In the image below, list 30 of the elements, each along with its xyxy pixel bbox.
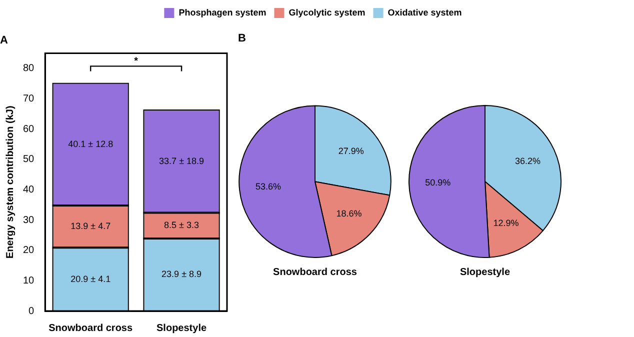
- legend-label: Phosphagen system: [178, 7, 266, 18]
- data-label: 12.9%: [493, 218, 519, 228]
- y-tick-label: 20: [23, 245, 35, 256]
- y-tick-label: 10: [23, 275, 35, 286]
- data-label: 20.9 ± 4.1: [70, 274, 111, 284]
- chart-title: B: [238, 32, 246, 45]
- y-tick-label: 50: [23, 154, 35, 166]
- text: Snowboard cross: [273, 266, 358, 278]
- data-label: 27.9%: [338, 146, 364, 156]
- data-label: 50.9%: [425, 177, 451, 188]
- data-label: 36.2%: [514, 156, 541, 166]
- data-label: 18.6%: [336, 208, 362, 219]
- y-tick-label: 40: [23, 184, 35, 196]
- data-label: 33.7 ± 18.9: [159, 156, 204, 166]
- data-label: 23.9 ± 8.9: [162, 269, 202, 280]
- y-tick-label: 80: [23, 63, 35, 74]
- data-label: 8.5 ± 3.3: [164, 220, 200, 230]
- data-label: 13.9 ± 4.7: [70, 221, 111, 232]
- y-tick-label: 0: [28, 306, 35, 317]
- text: Slopestyle: [460, 266, 510, 278]
- data-label: 40.1 ± 12.8: [68, 139, 114, 150]
- y-tick-label: 70: [23, 93, 35, 104]
- legend-label: Oxidative system: [388, 7, 462, 18]
- y-tick-label: 30: [23, 214, 35, 226]
- data-label: 53.6%: [255, 181, 281, 192]
- legend-label: Glycolytic system: [288, 7, 366, 18]
- chart-title: A: [0, 34, 8, 47]
- y-tick-label: 60: [23, 124, 35, 135]
- y-axis-title: Energy system contribution (kJ): [4, 106, 16, 259]
- annotation: *: [134, 56, 138, 68]
